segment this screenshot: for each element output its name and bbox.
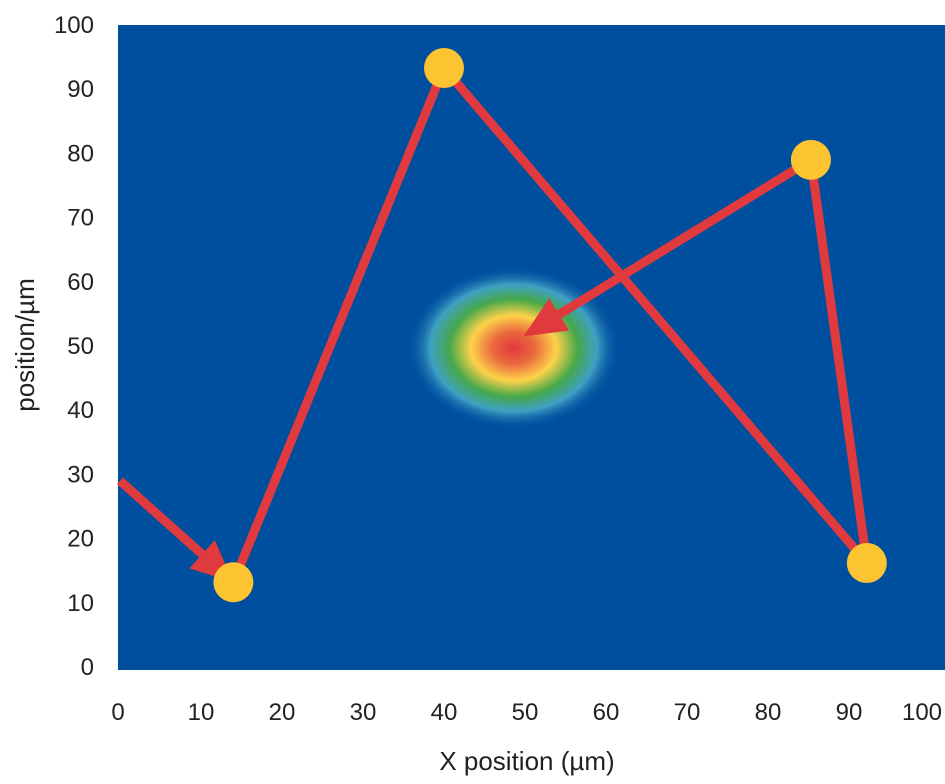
x-tick-label: 70: [674, 699, 701, 726]
arrowhead: [523, 298, 570, 337]
path-segment: [228, 63, 449, 587]
path-segment: [806, 155, 872, 568]
intensity-hotspot: [406, 266, 621, 430]
x-tick-label: 60: [593, 699, 620, 726]
y-tick-label: 40: [67, 397, 94, 424]
x-axis-label: X position (µm): [439, 746, 614, 776]
x-tick-label: 50: [512, 699, 539, 726]
data-point: [790, 139, 831, 180]
x-tick-label: 20: [269, 699, 296, 726]
data-point: [213, 562, 254, 603]
y-tick-label: 0: [81, 654, 94, 681]
data-point: [846, 542, 887, 583]
x-tick-label: 30: [350, 699, 377, 726]
y-tick-label: 20: [67, 526, 94, 553]
x-tick-label: 100: [902, 699, 942, 726]
y-tick-label: 30: [67, 461, 94, 488]
path-segment: [116, 477, 206, 558]
y-tick-label: 100: [54, 12, 94, 39]
y-tick-label: 60: [67, 269, 94, 296]
x-tick-label: 80: [755, 699, 782, 726]
y-tick-label: 50: [67, 333, 94, 360]
data-point: [424, 48, 464, 89]
y-tick-label: 80: [67, 140, 94, 167]
x-tick-label: 40: [431, 699, 458, 726]
x-tick-label: 10: [188, 699, 215, 726]
y-tick-label: 70: [67, 205, 94, 232]
y-tick-label: 10: [67, 590, 94, 617]
y-tick-label: 90: [67, 76, 94, 103]
x-tick-label: 0: [111, 699, 124, 726]
path-segment: [439, 63, 872, 568]
y-axis-label: position/µm: [10, 278, 40, 411]
x-tick-label: 90: [836, 699, 863, 726]
path-segment: [556, 155, 814, 319]
